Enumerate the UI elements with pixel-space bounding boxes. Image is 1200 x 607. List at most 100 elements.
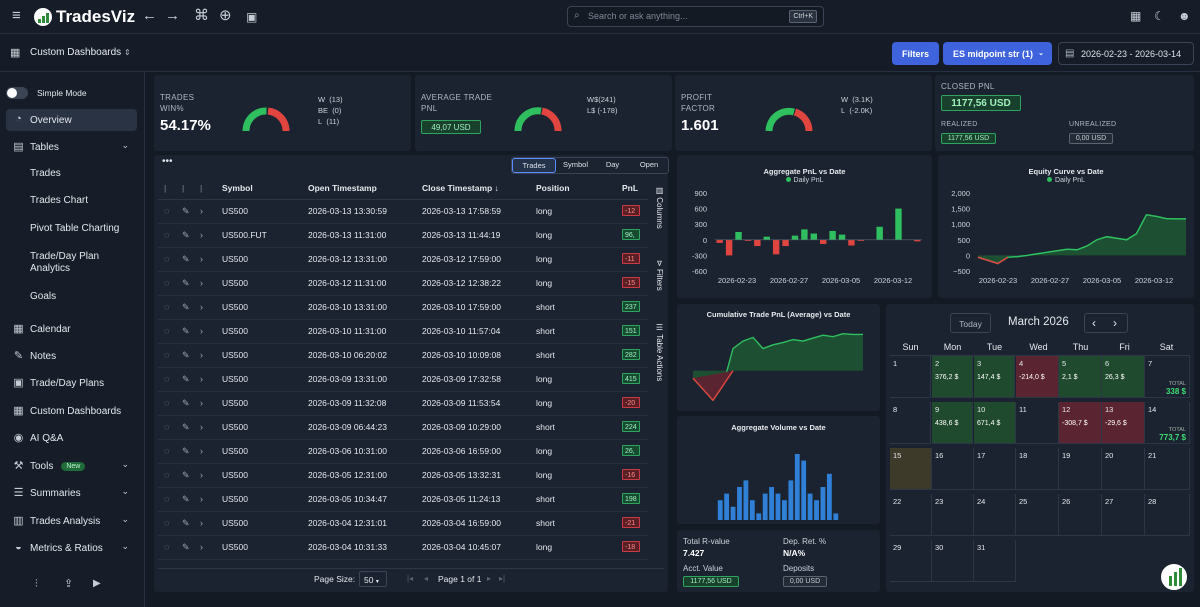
column-header-close-timestamp[interactable]: Close Timestamp ↓ bbox=[416, 177, 530, 200]
symbol-cell[interactable]: US500 bbox=[216, 199, 302, 224]
table-row[interactable]: ◌ ✎ › US500 2026-03-10 11:31:00 2026-03-… bbox=[158, 319, 648, 344]
pencil-icon[interactable]: ✎ bbox=[182, 541, 190, 552]
column-header-pnl[interactable]: PnL bbox=[616, 177, 648, 200]
symbol-cell[interactable]: US500 bbox=[216, 343, 302, 368]
back-arrow-icon[interactable]: ← bbox=[142, 7, 157, 24]
tab-symbol[interactable]: Symbol bbox=[562, 160, 588, 169]
pencil-icon[interactable]: ✎ bbox=[182, 373, 190, 384]
sidebar-item-notes[interactable]: ✎ Notes bbox=[13, 350, 57, 362]
calendar-day[interactable]: 8 bbox=[890, 402, 931, 444]
simple-mode-toggle[interactable] bbox=[6, 87, 28, 99]
symbol-cell[interactable]: US500 bbox=[216, 295, 302, 320]
row-select-cell[interactable]: ◌ bbox=[158, 415, 176, 440]
calendar-day[interactable]: 12 -308,7 $ bbox=[1059, 402, 1102, 444]
table-row[interactable]: ◌ ✎ › US500 2026-03-12 11:31:00 2026-03-… bbox=[158, 271, 648, 296]
row-expand-cell[interactable]: › bbox=[194, 295, 216, 320]
pencil-icon[interactable]: ✎ bbox=[182, 493, 190, 504]
table-row[interactable]: ◌ ✎ › US500 2026-03-13 13:30:59 2026-03-… bbox=[158, 199, 648, 224]
table-row[interactable]: ◌ ✎ › US500 2026-03-09 13:31:00 2026-03-… bbox=[158, 367, 648, 392]
table-row[interactable]: ◌ ✎ › US500 2026-03-06 10:31:00 2026-03-… bbox=[158, 439, 648, 464]
add-circle-icon[interactable]: ⊕ bbox=[219, 7, 232, 24]
sidebar-item-trades-chart[interactable]: Trades Chart bbox=[30, 195, 88, 206]
row-select-cell[interactable]: ◌ bbox=[158, 439, 176, 464]
pencil-icon[interactable]: ✎ bbox=[182, 421, 190, 432]
row-expand-cell[interactable]: › bbox=[194, 463, 216, 488]
search-input[interactable]: ⌕ Search or ask anything... Ctrl+K bbox=[567, 6, 824, 27]
sidebar-item-tables[interactable]: ▤ Tables ⌄ bbox=[13, 140, 129, 153]
previous-month-icon[interactable]: ‹ bbox=[1092, 316, 1096, 330]
calendar-day[interactable]: 9 438,6 $ bbox=[932, 402, 973, 444]
row-expand-cell[interactable]: › bbox=[194, 343, 216, 368]
youtube-icon[interactable]: ▶ bbox=[93, 578, 101, 589]
symbol-cell[interactable]: US500 bbox=[216, 511, 302, 536]
dashed-circle-icon[interactable]: ◌ bbox=[164, 374, 170, 384]
row-edit-cell[interactable]: ✎ bbox=[176, 367, 194, 392]
row-edit-cell[interactable]: ✎ bbox=[176, 511, 194, 536]
next-month-icon[interactable]: › bbox=[1113, 316, 1117, 330]
row-edit-cell[interactable]: ✎ bbox=[176, 199, 194, 224]
dashed-circle-icon[interactable]: ◌ bbox=[164, 446, 170, 456]
app-logo[interactable]: TradesViz bbox=[34, 7, 135, 27]
row-edit-cell[interactable]: ✎ bbox=[176, 295, 194, 320]
pencil-icon[interactable]: ✎ bbox=[182, 445, 190, 456]
calendar-day[interactable]: 5 2,1 $ bbox=[1059, 356, 1102, 398]
table-actions-panel-toggle[interactable]: ☰ Table Actions bbox=[655, 323, 664, 382]
today-button[interactable]: Today bbox=[950, 313, 991, 333]
filter-preset-select[interactable]: ES midpoint str (1) ⌄ bbox=[943, 42, 1052, 65]
calendar-day[interactable]: 2 376,2 $ bbox=[932, 356, 973, 398]
chevron-right-icon[interactable]: › bbox=[200, 302, 203, 312]
sidebar-item-tools[interactable]: ⚒ Tools New ⌄ bbox=[13, 459, 129, 472]
row-edit-cell[interactable]: ✎ bbox=[176, 463, 194, 488]
dashed-circle-icon[interactable]: ◌ bbox=[164, 254, 170, 264]
row-select-cell[interactable]: ◌ bbox=[158, 247, 176, 272]
calendar-day[interactable]: 3 147,4 $ bbox=[974, 356, 1015, 398]
table-row[interactable]: ◌ ✎ › US500 2026-03-10 06:20:02 2026-03-… bbox=[158, 343, 648, 368]
row-select-cell[interactable]: ◌ bbox=[158, 223, 176, 248]
chevron-right-icon[interactable]: › bbox=[200, 326, 203, 336]
last-page-icon[interactable]: ▸| bbox=[499, 574, 506, 583]
first-page-icon[interactable]: |◂ bbox=[407, 574, 414, 583]
table-row[interactable]: ◌ ✎ › US500 2026-03-12 13:31:00 2026-03-… bbox=[158, 247, 648, 272]
dashed-circle-icon[interactable]: ◌ bbox=[164, 470, 170, 480]
symbol-cell[interactable]: US500 bbox=[216, 319, 302, 344]
dashed-circle-icon[interactable]: ◌ bbox=[164, 206, 170, 216]
symbol-cell[interactable]: US500 bbox=[216, 487, 302, 512]
row-edit-cell[interactable]: ✎ bbox=[176, 247, 194, 272]
dashed-circle-icon[interactable]: ◌ bbox=[164, 494, 170, 504]
table-row[interactable]: ◌ ✎ › US500 2026-03-04 12:31:01 2026-03-… bbox=[158, 511, 648, 536]
row-edit-cell[interactable]: ✎ bbox=[176, 319, 194, 344]
upload-icon[interactable]: ⇪ bbox=[64, 578, 74, 590]
symbol-cell[interactable]: US500 bbox=[216, 391, 302, 416]
page-size-select[interactable]: 50 ▾ bbox=[359, 571, 387, 587]
date-range-picker[interactable]: ▤ 2026-02-23 - 2026-03-14 bbox=[1058, 42, 1194, 65]
calendar-day[interactable]: 26 bbox=[1059, 494, 1102, 536]
pencil-icon[interactable]: ✎ bbox=[182, 229, 190, 240]
table-row[interactable]: ◌ ✎ › US500 2026-03-10 13:31:00 2026-03-… bbox=[158, 295, 648, 320]
row-select-cell[interactable]: ◌ bbox=[158, 319, 176, 344]
menu-icon[interactable]: ≡ bbox=[12, 7, 21, 24]
calendar-day[interactable]: 30 bbox=[932, 540, 974, 582]
chevron-right-icon[interactable]: › bbox=[200, 206, 203, 216]
calendar-day[interactable]: 27 bbox=[1102, 494, 1145, 536]
table-row[interactable]: ◌ ✎ › US500 2026-03-04 10:31:33 2026-03-… bbox=[158, 535, 648, 560]
row-select-cell[interactable]: ◌ bbox=[158, 271, 176, 296]
column-header-symbol[interactable]: Symbol bbox=[216, 177, 302, 200]
sidebar-item-overview[interactable]: ◔ Overview bbox=[6, 109, 137, 131]
calendar-day[interactable]: 23 bbox=[932, 494, 974, 536]
sidebar-item-plans[interactable]: ▣ Trade/Day Plans bbox=[13, 377, 105, 389]
table-row[interactable]: ◌ ✎ › US500.FUT 2026-03-13 11:31:00 2026… bbox=[158, 223, 648, 248]
row-select-cell[interactable]: ◌ bbox=[158, 535, 176, 560]
symbol-cell[interactable]: US500 bbox=[216, 415, 302, 440]
row-expand-cell[interactable]: › bbox=[194, 199, 216, 224]
row-select-cell[interactable]: ◌ bbox=[158, 199, 176, 224]
row-expand-cell[interactable]: › bbox=[194, 391, 216, 416]
table-row[interactable]: ◌ ✎ › US500 2026-03-05 12:31:00 2026-03-… bbox=[158, 463, 648, 488]
sidebar-item-plan-analytics[interactable]: Trade/Day Plan Analytics bbox=[30, 251, 100, 274]
help-chat-button[interactable] bbox=[1159, 562, 1189, 592]
user-icon[interactable]: ☻ bbox=[1178, 9, 1191, 23]
row-expand-cell[interactable]: › bbox=[194, 487, 216, 512]
table-row[interactable]: ◌ ✎ › US500 2026-03-09 11:32:08 2026-03-… bbox=[158, 391, 648, 416]
row-edit-cell[interactable]: ✎ bbox=[176, 271, 194, 296]
calendar-day[interactable]: 14 TOTAL 773,7 $ bbox=[1145, 402, 1190, 444]
pencil-icon[interactable]: ✎ bbox=[182, 325, 190, 336]
